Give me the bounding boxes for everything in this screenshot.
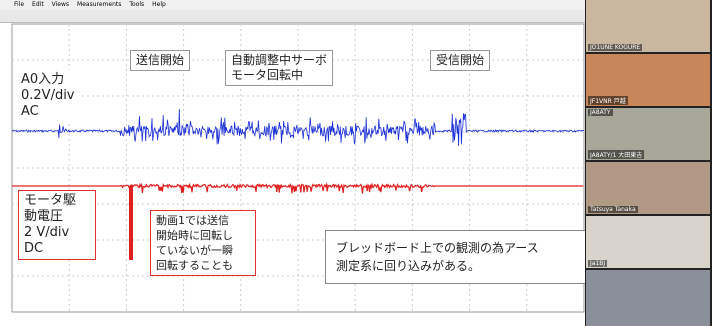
video-tile[interactable]: Ja1BJ	[586, 216, 710, 268]
annotation: 自動調整中サーボ モータ回転中	[225, 50, 333, 86]
annotation: 送信開始	[130, 50, 190, 71]
menu-item[interactable]: Views	[52, 0, 69, 10]
participant-name: JF1VNR 戸越	[588, 96, 628, 105]
video-tile[interactable]: JF1VNR 戸越	[586, 54, 710, 106]
video-tile[interactable]: Tatsuya Tanaka	[586, 162, 710, 214]
menu-item[interactable]: Help	[152, 0, 166, 10]
menu-item[interactable]: Edit	[32, 0, 44, 10]
video-tile[interactable]	[586, 270, 710, 326]
menu-item[interactable]: Measurements	[77, 0, 121, 10]
channel-label: A0入力 0.2V/div AC	[16, 70, 80, 122]
participant-name: JA8ATY/1 大田東吉	[588, 150, 644, 159]
video-tile[interactable]: JO1UNE KOGURE	[586, 0, 710, 52]
participant-name: Tatsuya Tanaka	[588, 206, 638, 213]
video-tile[interactable]: JA8ATY JA8ATY/1 大田東吉	[586, 108, 710, 160]
menu-bar: File Edit Views Measurements Tools Help	[0, 0, 585, 10]
participant-name: JO1UNE KOGURE	[588, 44, 642, 51]
note: ブレッドボード上での観測の為アース 測定系に回り込みがある。	[325, 230, 587, 284]
channel-label: モータ駆 動電圧 2 V/div DC	[18, 190, 96, 260]
screen: File Edit Views Measurements Tools Help …	[0, 0, 712, 326]
menu-item[interactable]: Tools	[129, 0, 144, 10]
note: 動画1では送信 開始時に回転し ていないが一瞬 回転することも	[150, 210, 256, 276]
menu-item[interactable]: File	[14, 0, 24, 10]
participant-name: JA8ATY	[588, 109, 613, 116]
annotation: 受信開始	[430, 50, 490, 71]
video-panel: JO1UNE KOGURE JF1VNR 戸越 JA8ATY JA8ATY/1 大…	[585, 0, 712, 326]
participant-name: Ja1BJ	[588, 260, 607, 267]
